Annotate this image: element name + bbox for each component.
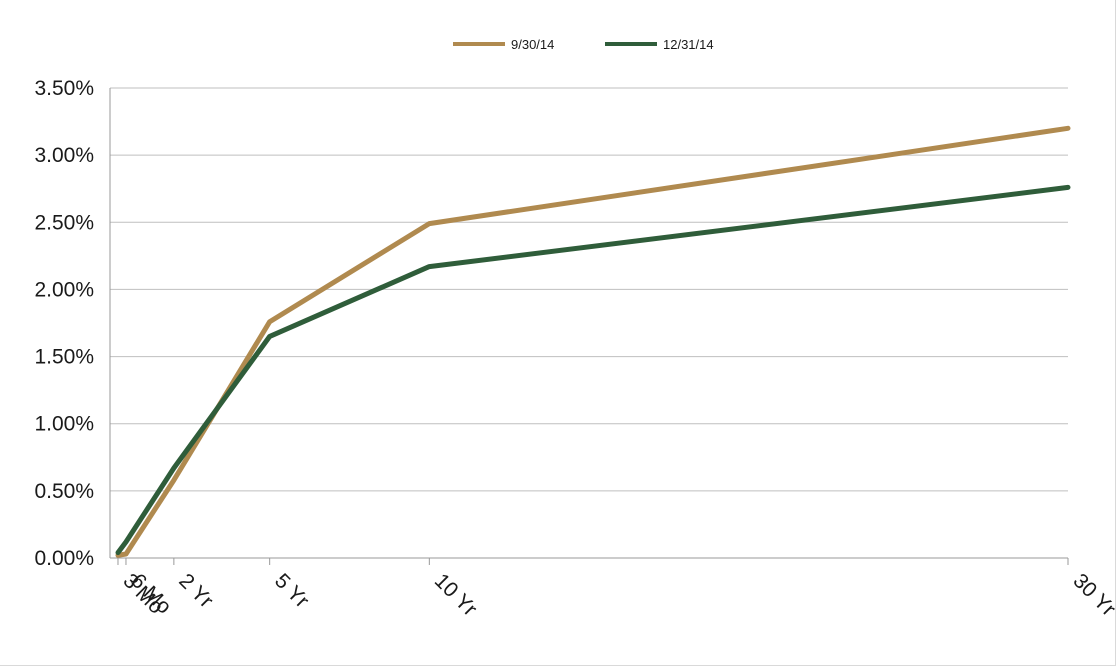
x-tick-label: 5 Yr [270,569,313,612]
grid-lines [110,87,1068,559]
y-tick-label: 1.00% [34,413,94,436]
legend-label: 12/31/14 [663,37,714,52]
x-tick-label: 10 Yr [430,569,481,620]
x-tick-label: 2 Yr [174,569,217,612]
y-tick-label: 3.00% [34,144,94,167]
x-tick-label: 30 Yr [1068,569,1116,620]
y-tick-label: 1.50% [34,346,94,369]
x-axis: 3 Mo6 Mo2 Yr 5 Yr 10 Yr 30 Yr [117,558,1116,621]
y-axis: 0.00% 0.50% 1.00% 1.50% 2.00% 2.50% 3.00% 3.50% [34,77,111,570]
series-lines [115,125,1071,558]
series-line [115,184,1071,556]
legend: 9/30/14 12/31/14 [453,37,714,52]
legend-label: 9/30/14 [511,37,554,52]
y-tick-label: 2.00% [34,278,94,301]
y-tick-label: 3.50% [34,77,94,100]
y-tick-label: 2.50% [34,211,94,234]
y-tick-label: 0.00% [34,547,94,570]
y-tick-label: 0.50% [34,480,94,503]
